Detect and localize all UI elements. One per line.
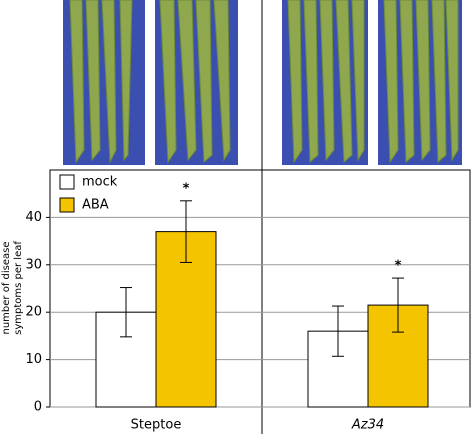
x-tick-label: Steptoe	[131, 418, 182, 433]
leaf-photos	[63, 0, 462, 165]
y-tick-label: 40	[25, 210, 42, 225]
y-tick-label: 20	[25, 305, 42, 320]
y-label-line: number of disease	[1, 241, 12, 334]
significance-mark: *	[395, 259, 402, 274]
y-axis-label: number of diseasesymptoms per leaf	[1, 241, 24, 335]
y-label-line: symptoms per leaf	[13, 241, 24, 335]
y-tick-label: 0	[34, 400, 42, 415]
x-tick-label: Az34	[351, 418, 384, 433]
error-bar	[392, 277, 404, 333]
y-tick-label: 30	[25, 257, 42, 272]
legend-label: mock	[82, 175, 118, 190]
y-tick-label: 10	[25, 352, 42, 367]
legend-label: ABA	[82, 198, 109, 213]
legend-swatch	[59, 174, 75, 190]
leaves	[69, 0, 459, 164]
error-bar	[120, 287, 132, 338]
error-bar	[332, 305, 344, 357]
significance-mark: *	[183, 181, 190, 196]
error-bar	[180, 200, 192, 263]
legend-swatch	[59, 197, 75, 213]
